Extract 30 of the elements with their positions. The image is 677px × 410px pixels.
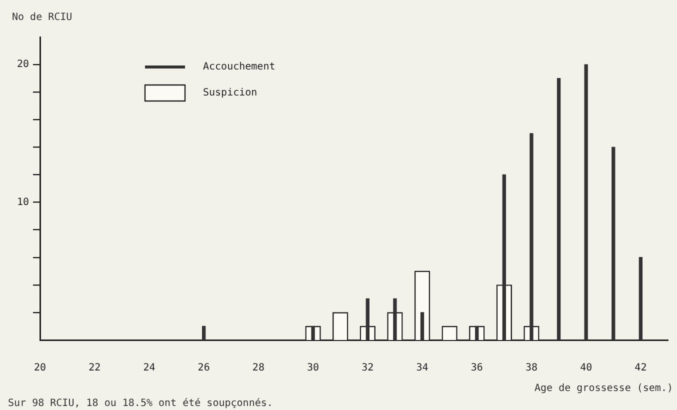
x-tick-label: 24 <box>143 362 156 374</box>
x-tick-label: 34 <box>416 362 428 374</box>
bar <box>393 298 397 340</box>
bar <box>366 298 370 340</box>
text: Sur 98 RCIU, 18 ou 18.5% ont été soupçonnés. <box>8 398 273 409</box>
x-tick-label: 22 <box>88 362 101 374</box>
bar <box>530 133 534 340</box>
y-tick-label: 10 <box>16 196 29 208</box>
x-tick-label: 36 <box>470 362 483 374</box>
x-tick-label: 30 <box>307 362 320 374</box>
x-tick-label: 32 <box>362 362 374 374</box>
bar <box>584 64 588 340</box>
x-tick-label: 40 <box>580 362 592 374</box>
bar <box>420 312 424 340</box>
x-tick-label: 42 <box>634 362 647 374</box>
bar <box>475 326 479 340</box>
bar <box>612 146 616 340</box>
bar <box>311 326 315 340</box>
x-tick-label: 26 <box>198 362 210 374</box>
bar <box>556 78 561 340</box>
legend-label: Suspicion <box>203 88 258 99</box>
y-axis-title: No de RCIU <box>12 12 72 23</box>
legend-label: Accouchement <box>203 62 276 73</box>
bar <box>202 326 206 340</box>
x-axis-title: Age de grossesse (sem.) <box>534 383 673 394</box>
bar <box>638 257 643 340</box>
bar <box>502 174 506 340</box>
x-tick-label: 20 <box>34 362 46 374</box>
x-tick-label: 38 <box>525 362 538 374</box>
x-tick-label: 28 <box>252 362 264 374</box>
